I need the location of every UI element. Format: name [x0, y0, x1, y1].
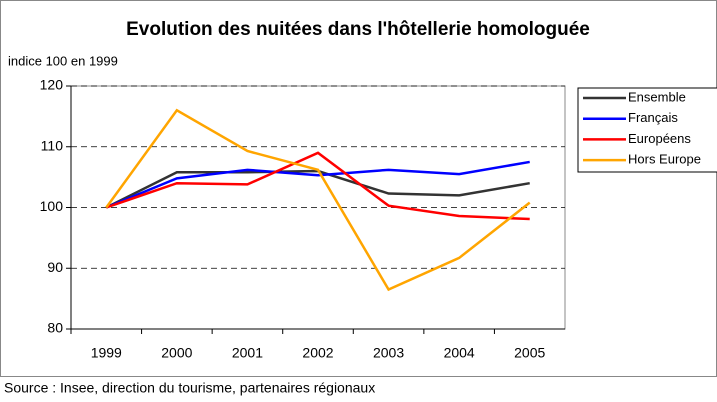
series-line	[105, 160, 530, 209]
series-line	[105, 151, 530, 221]
legend-label: Français	[628, 110, 678, 125]
x-tick-label: 2003	[373, 345, 404, 361]
y-tick-label: 90	[47, 259, 63, 275]
source: Source : Insee, direction du tourisme, p…	[4, 380, 375, 396]
legend-label: Hors Europe	[628, 152, 701, 167]
chart-title: Evolution des nuitées dans l'hôtellerie …	[126, 19, 590, 40]
series-line	[105, 108, 531, 292]
x-tick-label: 2005	[514, 345, 545, 361]
x-tick-label: 1999	[91, 345, 122, 361]
y-tick-label: 120	[40, 77, 64, 93]
x-tick-label: 2004	[444, 345, 475, 361]
x-tick-label: 2001	[232, 345, 263, 361]
x-tick-label: 2000	[161, 345, 192, 361]
legend-box	[577, 87, 717, 173]
y-tick-label: 80	[47, 320, 63, 336]
x-tick-label: 2002	[302, 345, 333, 361]
legend-label: Ensemble	[628, 89, 686, 104]
y-axis-label: indice 100 en 1999	[8, 53, 118, 68]
y-tick-label: 100	[40, 198, 64, 214]
y-tick-label: 110	[41, 137, 64, 153]
legend-label: Européens	[628, 131, 691, 146]
